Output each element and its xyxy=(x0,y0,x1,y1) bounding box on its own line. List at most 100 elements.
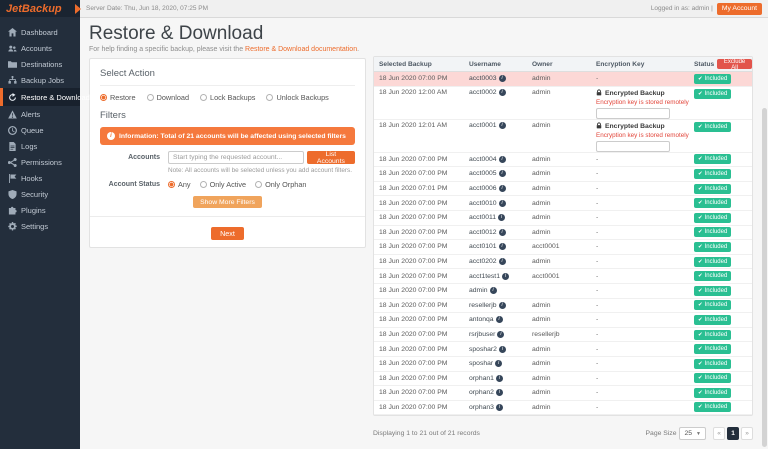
pagination-prev[interactable]: « xyxy=(713,427,725,440)
included-button[interactable]: ✔ Included xyxy=(694,88,732,99)
included-button[interactable]: ✔ Included xyxy=(694,402,732,413)
sidebar-item-label: Settings xyxy=(21,221,49,231)
included-button[interactable]: ✔ Included xyxy=(694,183,732,194)
included-button[interactable]: ✔ Included xyxy=(694,358,732,369)
info-icon[interactable]: i xyxy=(498,301,506,309)
owner-cell: admin xyxy=(532,403,551,411)
sidebar-item-label: Accounts xyxy=(21,43,52,53)
included-button[interactable]: ✔ Included xyxy=(694,329,732,340)
sidebar-item-label: Alerts xyxy=(21,109,41,119)
sidebar-item-restore-download[interactable]: Restore & Download xyxy=(0,88,90,106)
page-size-select[interactable]: 25 ▼ xyxy=(679,427,706,440)
sidebar-item-destinations[interactable]: Destinations xyxy=(0,56,80,72)
included-button[interactable]: ✔ Included xyxy=(694,271,732,282)
included-button[interactable]: ✔ Included xyxy=(694,387,732,398)
included-button[interactable]: ✔ Included xyxy=(694,285,732,296)
included-button[interactable]: ✔ Included xyxy=(694,168,732,179)
info-icon[interactable]: i xyxy=(498,243,506,251)
account-status-option-only-orphan[interactable]: Only Orphan xyxy=(255,180,306,189)
my-account-button[interactable]: My Account xyxy=(716,2,762,15)
sidebar-item-security[interactable]: Security xyxy=(0,186,80,202)
info-icon[interactable]: i xyxy=(498,199,506,207)
included-button[interactable]: ✔ Included xyxy=(694,154,732,165)
sidebar-item-logs[interactable]: Logs xyxy=(0,138,80,154)
next-button[interactable]: Next xyxy=(211,227,244,240)
encryption-key-input[interactable] xyxy=(596,107,670,119)
info-icon[interactable]: i xyxy=(495,374,503,382)
sidebar-item-backup-jobs[interactable]: Backup Jobs xyxy=(0,72,80,88)
show-more-filters-button[interactable]: Show More Filters xyxy=(193,196,262,208)
sidebar-item-plugins[interactable]: Plugins xyxy=(0,202,80,218)
included-button[interactable]: ✔ Included xyxy=(694,314,732,325)
radio-icon xyxy=(266,94,274,101)
radio-label: Restore xyxy=(110,93,136,102)
owner-cell: admin xyxy=(532,155,551,163)
table-row: 18 Jun 2020 07:00 PM sposhar2 i admin - ✔ Incl… xyxy=(374,342,752,357)
status-cell: ✔ Included xyxy=(694,88,752,99)
info-icon[interactable]: i xyxy=(498,258,506,266)
owner-cell: admin xyxy=(532,345,551,353)
account-status-option-only-active[interactable]: Only Active xyxy=(199,180,246,189)
included-button[interactable]: ✔ Included xyxy=(694,241,732,252)
sidebar-item-accounts[interactable]: Accounts xyxy=(0,40,80,56)
documentation-link[interactable]: Restore & Download documentation xyxy=(245,46,358,53)
included-button[interactable]: ✔ Included xyxy=(694,300,732,311)
account-status-option-any[interactable]: Any xyxy=(168,180,191,189)
included-button[interactable]: ✔ Included xyxy=(694,198,732,209)
sidebar-item-hooks[interactable]: Hooks xyxy=(0,170,80,186)
page-scrollbar[interactable] xyxy=(762,108,767,447)
included-label: Included xyxy=(704,75,728,82)
info-icon[interactable]: i xyxy=(498,345,506,353)
info-icon[interactable]: i xyxy=(498,121,506,129)
info-icon[interactable]: i xyxy=(498,228,506,236)
pagination-page-1[interactable]: 1 xyxy=(727,427,739,440)
sidebar-item-label: Hooks xyxy=(21,173,43,183)
status-cell: ✔ Included xyxy=(694,212,752,223)
info-icon[interactable]: i xyxy=(495,403,503,411)
info-icon[interactable]: i xyxy=(501,272,509,280)
action-option-unlock-backups[interactable]: Unlock Backups xyxy=(266,93,329,102)
username-cell: rsrjbuser i xyxy=(469,331,532,339)
status-cell: ✔ Included xyxy=(694,121,752,132)
sidebar-item-queue[interactable]: Queue xyxy=(0,122,80,138)
logo-arrow-icon xyxy=(75,4,81,14)
sidebar-item-dashboard[interactable]: Dashboard xyxy=(0,24,80,40)
included-button[interactable]: ✔ Included xyxy=(694,373,732,384)
sidebar-item-settings[interactable]: Settings xyxy=(0,218,80,234)
exclude-all-button[interactable]: Exclude All xyxy=(717,59,752,71)
action-option-download[interactable]: Download xyxy=(146,93,189,102)
action-option-lock-backups[interactable]: Lock Backups xyxy=(200,93,255,102)
table-row: 18 Jun 2020 07:00 PM acct1test1 i acct0001-… xyxy=(374,269,752,284)
pagination-next[interactable]: » xyxy=(741,427,753,440)
included-button[interactable]: ✔ Included xyxy=(694,227,732,238)
info-icon[interactable]: i xyxy=(498,75,506,83)
topbar-user-area: Logged in as: admin | My Account xyxy=(651,2,762,15)
logo[interactable]: JetBackup xyxy=(0,0,81,17)
action-option-restore[interactable]: Restore xyxy=(100,93,136,102)
encryption-key-input[interactable] xyxy=(596,140,670,152)
info-icon[interactable]: i xyxy=(497,331,505,339)
accounts-input[interactable] xyxy=(168,151,304,164)
info-icon[interactable]: i xyxy=(498,170,506,178)
info-icon[interactable]: i xyxy=(489,287,497,295)
info-icon[interactable]: i xyxy=(498,155,506,163)
sidebar-item-alerts[interactable]: Alerts xyxy=(0,106,80,122)
included-button[interactable]: ✔ Included xyxy=(694,344,732,355)
info-icon[interactable]: i xyxy=(498,185,506,193)
encryption-remote-note: Encryption key is stored remotely xyxy=(596,98,689,106)
table-row: 18 Jun 2020 07:00 PM orphan1 i admin - ✔ Inclu… xyxy=(374,371,752,387)
info-icon[interactable]: i xyxy=(498,88,506,96)
info-icon[interactable]: i xyxy=(495,389,503,397)
username-cell: acct0011 i xyxy=(469,214,532,222)
included-button[interactable]: ✔ Included xyxy=(694,121,732,132)
list-accounts-button[interactable]: List Accounts xyxy=(306,151,355,165)
info-icon[interactable]: i xyxy=(495,316,503,324)
info-icon[interactable]: i xyxy=(498,214,506,222)
sidebar-item-permissions[interactable]: Permissions xyxy=(0,154,80,170)
included-button[interactable]: ✔ Included xyxy=(694,73,732,84)
sidebar-item-label: Plugins xyxy=(21,205,46,215)
info-icon[interactable]: i xyxy=(495,360,503,368)
table-row: 18 Jun 2020 07:00 PM sposhar i admin - ✔ Inclu… xyxy=(374,356,752,372)
included-button[interactable]: ✔ Included xyxy=(694,212,732,223)
included-button[interactable]: ✔ Included xyxy=(694,256,732,267)
